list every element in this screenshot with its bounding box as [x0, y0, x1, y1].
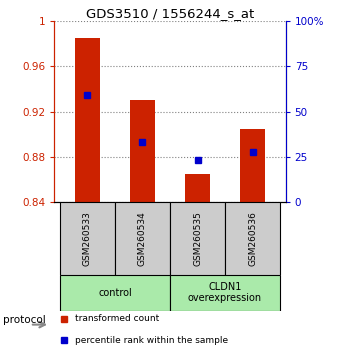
Text: GSM260534: GSM260534: [138, 211, 147, 266]
Text: protocol: protocol: [3, 315, 46, 325]
Text: percentile rank within the sample: percentile rank within the sample: [75, 336, 228, 345]
Text: GSM260536: GSM260536: [248, 211, 257, 266]
Bar: [75, 38, 100, 202]
Bar: [185, 174, 210, 202]
Bar: [225, 202, 280, 275]
Text: transformed count: transformed count: [75, 314, 159, 323]
Bar: [240, 129, 265, 202]
Bar: [130, 101, 155, 202]
Bar: [115, 202, 170, 275]
Text: GSM260535: GSM260535: [193, 211, 202, 266]
Text: control: control: [98, 288, 132, 298]
Bar: [170, 275, 280, 311]
Bar: [170, 202, 225, 275]
Title: GDS3510 / 1556244_s_at: GDS3510 / 1556244_s_at: [86, 7, 254, 20]
Text: GSM260533: GSM260533: [83, 211, 92, 266]
Bar: [60, 275, 170, 311]
Bar: [60, 202, 115, 275]
Text: CLDN1
overexpression: CLDN1 overexpression: [188, 282, 262, 303]
